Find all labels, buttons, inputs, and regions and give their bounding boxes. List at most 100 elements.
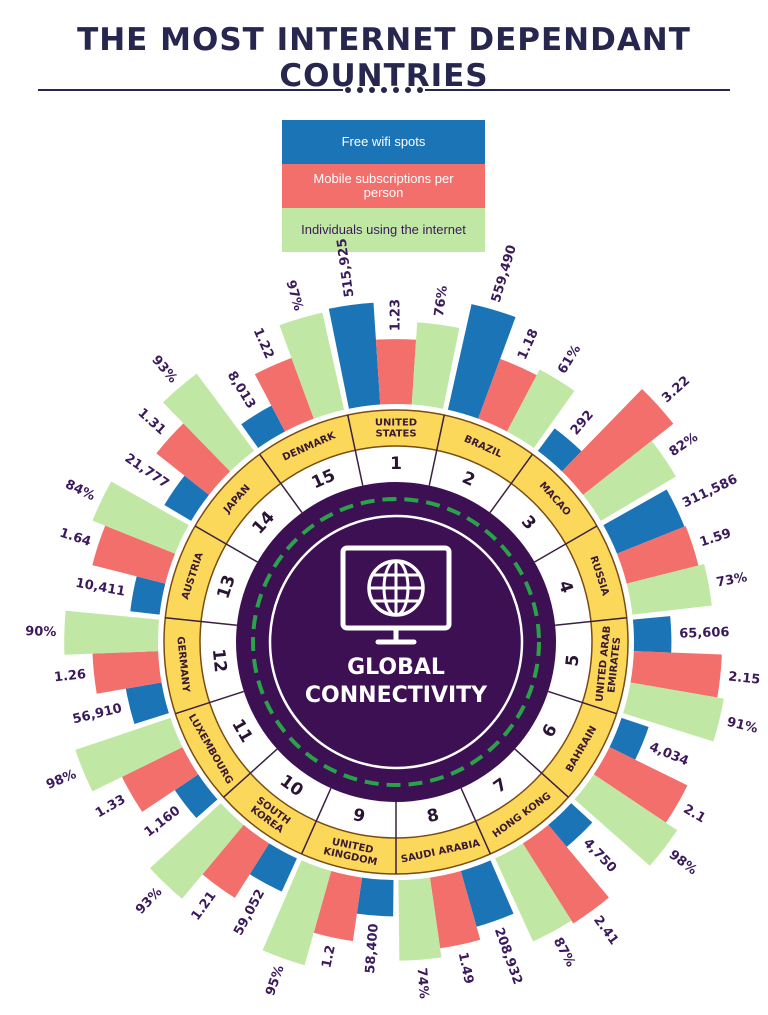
segment-divider-1: [347, 414, 364, 486]
bar-internet-3: [583, 440, 676, 521]
segment-dividers: [165, 414, 627, 874]
chart-legend: Free wifi spots Mobile subscriptions per…: [282, 120, 485, 252]
bar-label-wifi-5: 65,606: [679, 625, 730, 641]
bar-mobile-8: [429, 871, 481, 949]
bar-label-mobile-9: 1.2: [319, 944, 338, 970]
bar-label-mobile-10: 1.21: [189, 889, 220, 924]
legend-item-wifi: Free wifi spots: [282, 120, 485, 164]
center-inner-ring: [268, 514, 524, 770]
bar-mobile-10: [202, 824, 270, 898]
bar-label-mobile-3: 3.22: [659, 373, 693, 406]
bar-mobile-12: [92, 651, 162, 694]
bar-label-mobile-13: 1.64: [58, 526, 93, 550]
bar-wifi-10: [249, 843, 297, 892]
bar-mobile-15: [254, 357, 314, 432]
bar-label-mobile-5: 2.15: [727, 669, 760, 687]
bar-label-wifi-1: 515,925: [335, 237, 358, 298]
segment-divider-12: [175, 690, 245, 715]
bar-label-mobile-8: 1.49: [455, 951, 476, 985]
bar-label-internet-8: 74%: [414, 967, 431, 999]
bar-mobile-5: [630, 651, 722, 698]
bar-label-internet-11: 98%: [44, 767, 78, 793]
bar-label-wifi-2: 559,490: [489, 243, 520, 304]
bar-wifi-6: [609, 717, 649, 760]
segment-divider-10: [300, 787, 332, 855]
bar-label-wifi-6: 4,034: [647, 740, 691, 770]
monitor-globe-icon: [340, 545, 452, 645]
center-dashed-ring: [251, 497, 541, 787]
bar-label-mobile-1: 1.23: [389, 299, 404, 331]
bar-label-wifi-8: 208,932: [491, 926, 525, 987]
title-divider-left: [38, 89, 343, 91]
bar-label-internet-12: 90%: [25, 624, 57, 640]
bar-mobile-11: [121, 747, 199, 812]
bar-internet-2: [507, 369, 575, 448]
bar-label-internet-1: 76%: [432, 285, 451, 318]
bars-group: [64, 302, 724, 966]
segment-divider-4: [534, 525, 598, 563]
bar-mobile-14: [156, 423, 231, 495]
bar-wifi-7: [548, 803, 593, 847]
legend-item-mobile: Mobile subscriptions per person: [282, 164, 485, 208]
segment-divider-5: [555, 617, 627, 627]
bar-label-internet-9: 95%: [263, 963, 288, 997]
bar-internet-10: [149, 803, 244, 899]
segment-divider-6: [547, 690, 617, 715]
bar-wifi-15: [241, 405, 285, 448]
bar-mobile-1: [375, 339, 417, 405]
segment-divider-14: [194, 525, 258, 563]
bar-label-internet-4: 73%: [715, 570, 748, 590]
bar-label-mobile-15: 1.22: [250, 326, 277, 361]
bar-wifi-8: [460, 860, 514, 927]
rank-number-9: 9: [351, 805, 367, 827]
segment-divider-11: [223, 748, 278, 798]
bar-mobile-4: [616, 526, 699, 584]
bar-label-wifi-4: 311,586: [680, 472, 740, 511]
bar-label-mobile-11: 1.33: [93, 792, 128, 821]
bar-label-mobile-2: 1.18: [515, 327, 542, 362]
rank-number-8: 8: [425, 805, 441, 827]
bar-label-internet-5: 91%: [725, 715, 759, 737]
segment-divider-3: [489, 453, 533, 513]
center-title-line1: GLOBAL: [347, 655, 445, 680]
bar-internet-15: [279, 312, 345, 419]
bar-label-internet-15: 97%: [282, 279, 305, 313]
bar-label-mobile-6: 2.1: [680, 802, 707, 827]
bar-internet-7: [495, 843, 572, 942]
segment-divider-15: [259, 453, 303, 513]
rank-number-1: 1: [390, 454, 402, 474]
bar-label-wifi-7: 4,750: [580, 836, 619, 876]
bar-internet-5: [623, 682, 724, 742]
bar-internet-14: [162, 373, 255, 472]
bar-wifi-9: [356, 877, 394, 917]
bar-label-internet-3: 82%: [667, 430, 701, 460]
bar-internet-11: [75, 717, 183, 792]
bar-wifi-5: [632, 616, 672, 653]
bar-wifi-3: [537, 428, 582, 472]
center-title-line2: CONNECTIVITY: [305, 683, 488, 708]
bar-mobile-3: [561, 388, 674, 495]
bar-internet-12: [64, 610, 160, 655]
country-name-1-line1: UNITED: [375, 418, 417, 429]
bar-label-mobile-12: 1.26: [53, 667, 86, 685]
bar-label-wifi-15: 8,013: [224, 369, 258, 412]
legend-item-internet: Individuals using the internet: [282, 208, 485, 252]
bar-internet-1: [411, 322, 460, 409]
bar-internet-6: [574, 774, 678, 866]
title-divider-dots: [345, 84, 423, 96]
bar-label-mobile-14: 1.31: [135, 406, 169, 439]
bar-wifi-13: [130, 576, 166, 615]
bar-internet-13: [92, 481, 189, 554]
segment-divider-7: [514, 748, 569, 798]
segment-divider-8: [460, 787, 492, 855]
bar-label-mobile-7: 2.41: [590, 913, 621, 948]
bar-label-internet-6: 98%: [666, 847, 700, 878]
bar-label-internet-10: 93%: [133, 885, 165, 918]
bar-label-internet-14: 93%: [148, 353, 180, 386]
bar-label-wifi-13: 10,411: [74, 576, 126, 600]
rank-number-12: 12: [208, 648, 230, 674]
segment-divider-13: [165, 617, 237, 627]
bar-label-wifi-11: 1,160: [142, 803, 184, 840]
bar-label-wifi-12: 56,910: [71, 701, 123, 727]
